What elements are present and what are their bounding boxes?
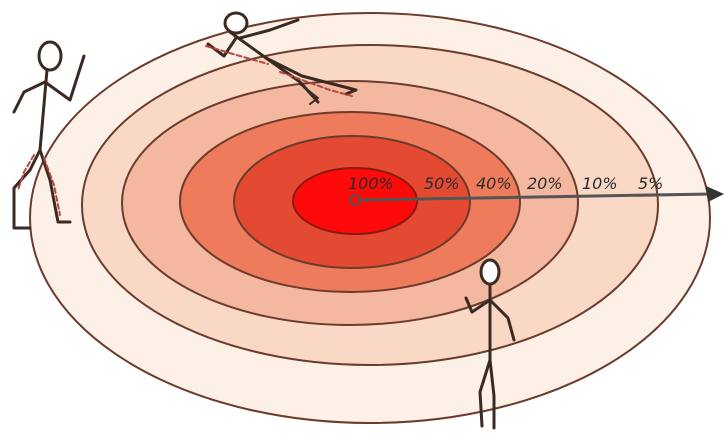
percent-labels: 100% 50% 40% 20% 10% 5%	[348, 174, 663, 193]
zone-100	[292, 167, 418, 235]
stick-figure-top	[205, 11, 358, 105]
distance-arrow	[349, 186, 724, 206]
label-40: 40%	[476, 174, 512, 193]
zones	[29, 12, 711, 424]
label-50: 50%	[424, 174, 460, 193]
arrow-line	[359, 192, 713, 202]
label-20: 20%	[527, 174, 563, 193]
label-10: 10%	[582, 174, 618, 193]
stick-figure-left	[12, 40, 86, 230]
label-5: 5%	[638, 174, 663, 193]
stick-figure-bottom	[464, 258, 516, 430]
arrow-head-icon	[706, 186, 724, 202]
label-100: 100%	[348, 174, 394, 193]
